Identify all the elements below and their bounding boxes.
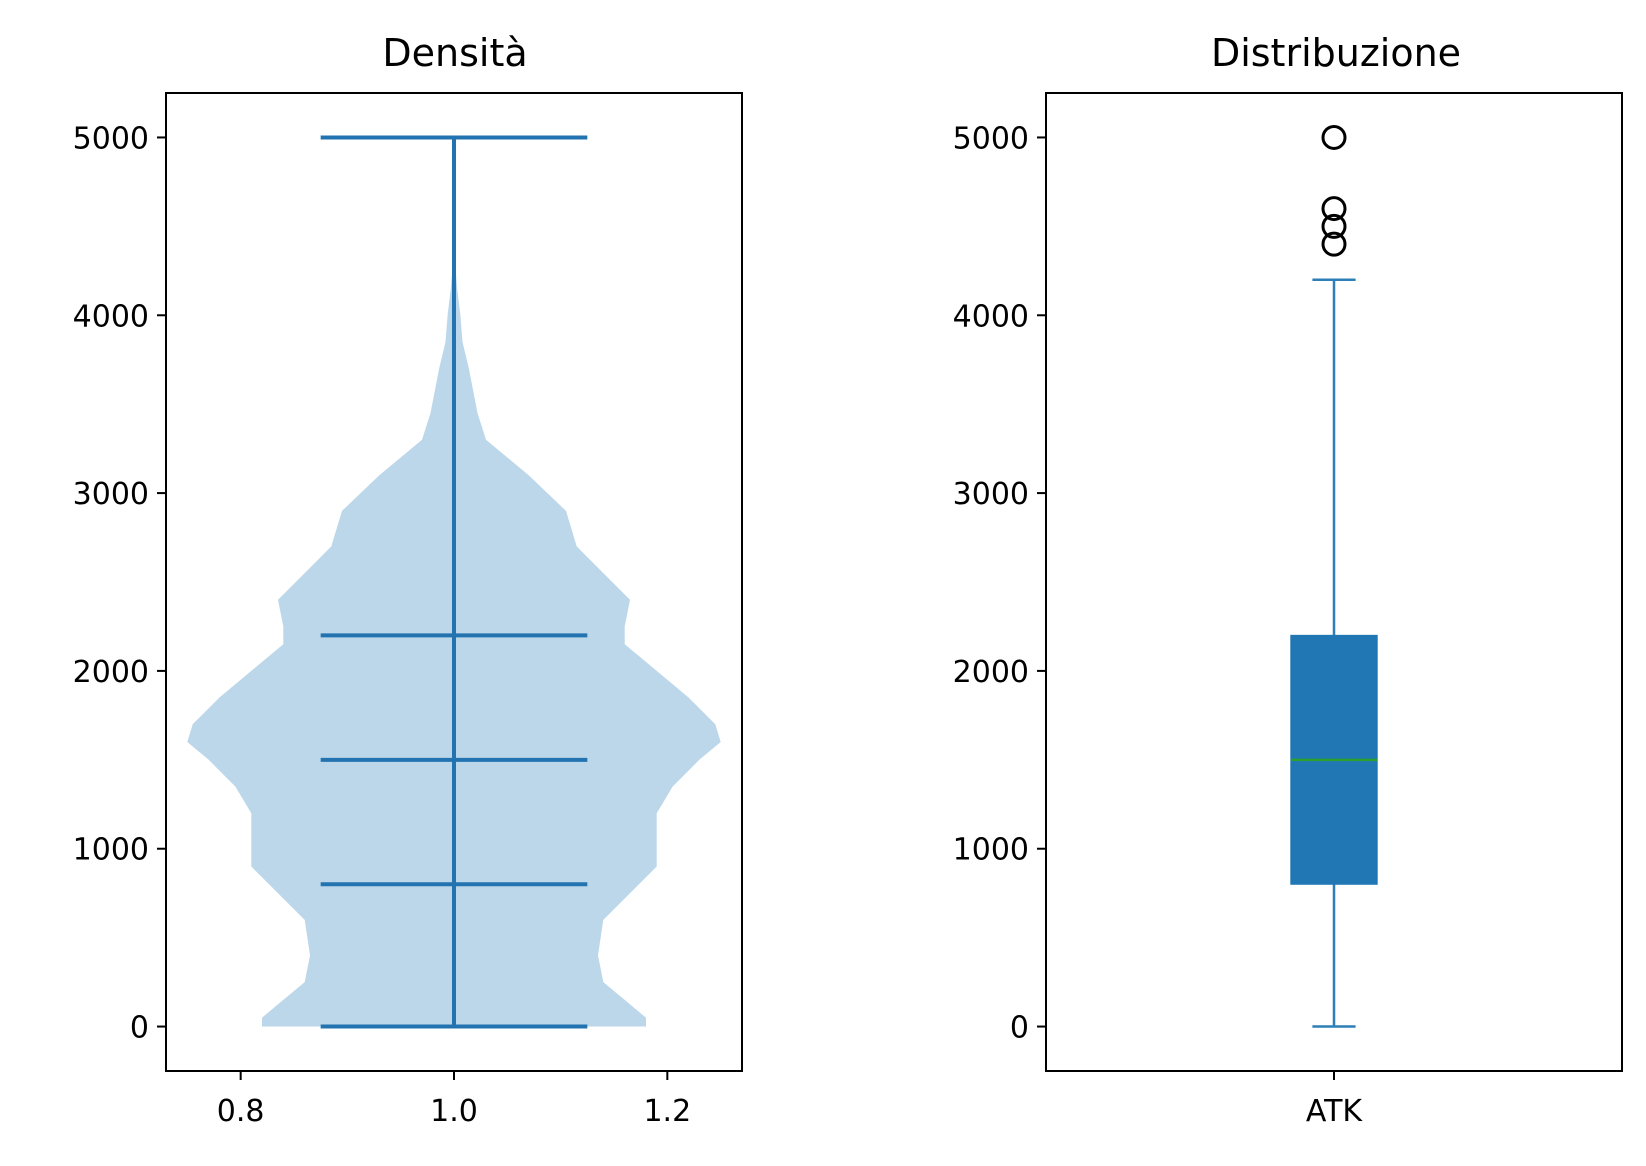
box-outlier-point xyxy=(1321,213,1347,239)
box-ytick-label: 3000 xyxy=(953,477,1029,512)
box-panel: Distribuzione 0 1000 2000 3000 4000 5000 ATK xyxy=(953,31,1623,1129)
box-title: Distribuzione xyxy=(1211,31,1461,75)
box-xtick-label: ATK xyxy=(1306,1094,1364,1129)
box-ytick-label: 4000 xyxy=(953,299,1029,334)
box-ytick-label: 1000 xyxy=(953,833,1029,868)
violin-xtick-label: 1.2 xyxy=(643,1094,691,1129)
violin-ytick-label: 0 xyxy=(130,1011,149,1046)
violin-ytick-label: 1000 xyxy=(73,833,149,868)
box-ytick-label: 5000 xyxy=(953,121,1029,156)
violin-ytick-label: 5000 xyxy=(73,121,149,156)
violin-ytick-label: 3000 xyxy=(73,477,149,512)
violin-xtick-label: 1.0 xyxy=(430,1094,478,1129)
violin-plot-area: 0 1000 2000 3000 4000 5000 0.8 1.0 1.2 xyxy=(73,92,743,1129)
box-outlier-point xyxy=(1321,124,1347,150)
violin-xtick-label: 0.8 xyxy=(217,1094,265,1129)
violin-title: Densità xyxy=(382,31,527,75)
box-outlier-point xyxy=(1321,196,1347,222)
box-ytick-label: 0 xyxy=(1010,1011,1029,1046)
box-plot-area: 0 1000 2000 3000 4000 5000 ATK xyxy=(953,92,1623,1129)
box-ytick-label: 2000 xyxy=(953,655,1029,690)
violin-panel: Densità 0 1000 2000 3000 4000 5000 0.8 1.0 1.2 xyxy=(73,31,743,1129)
violin-ytick-label: 2000 xyxy=(73,655,149,690)
box-outlier-point xyxy=(1321,231,1347,257)
violin-ytick-label: 4000 xyxy=(73,299,149,334)
